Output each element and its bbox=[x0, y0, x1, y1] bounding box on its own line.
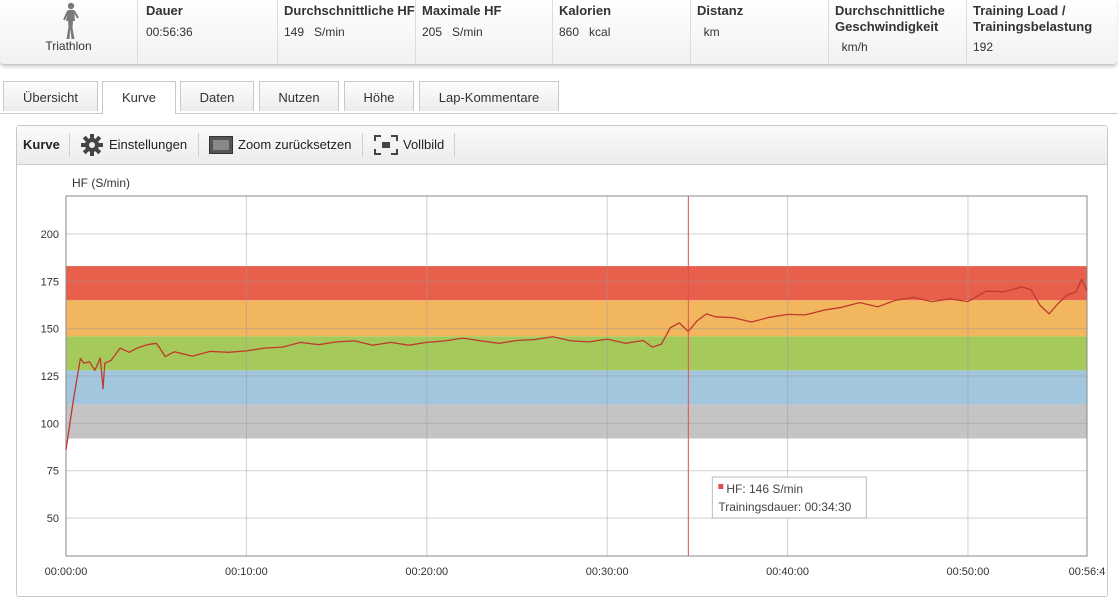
x-tick-label: 00:20:00 bbox=[405, 566, 448, 578]
tab-lap-comments[interactable]: Lap-Kommentare bbox=[419, 81, 559, 111]
fullscreen-icon[interactable] bbox=[374, 135, 398, 155]
y-tick-label: 175 bbox=[41, 276, 59, 288]
stat-avg-hr: Durchschnittliche HF 149 S/min bbox=[277, 0, 416, 64]
tab-benefit[interactable]: Nutzen bbox=[259, 81, 339, 111]
settings-button[interactable]: Einstellungen bbox=[109, 137, 188, 152]
y-tick-label: 75 bbox=[47, 466, 59, 478]
sport-label: Triathlon bbox=[45, 39, 92, 53]
stats-bar: Triathlon Dauer 00:56:36 Durchschnittlic… bbox=[0, 0, 1117, 65]
plot-frame bbox=[65, 195, 1088, 557]
tooltip-hr: HF: 146 S/min bbox=[726, 482, 803, 496]
stat-value: 192 bbox=[973, 40, 994, 54]
stat-label: Kalorien bbox=[559, 3, 612, 18]
stat-value: km/h bbox=[835, 40, 868, 54]
runner-icon bbox=[63, 2, 79, 39]
hr-zone-band bbox=[66, 370, 1087, 405]
y-tick-label: 50 bbox=[47, 513, 59, 525]
hr-zone-band bbox=[66, 266, 1087, 301]
y-tick-label: 200 bbox=[41, 229, 59, 241]
stat-distance: Distanz km bbox=[690, 0, 829, 64]
x-tick-label: 00:56:4 bbox=[1069, 566, 1106, 578]
x-tick-label: 00:30:00 bbox=[586, 566, 629, 578]
toolbar-title: Kurve bbox=[23, 137, 60, 152]
chart-toolbar: Kurve Einstellungen Zoom zurücksetzen bbox=[17, 126, 1107, 165]
stat-value: km bbox=[697, 25, 720, 39]
fullscreen-button[interactable]: Vollbild bbox=[403, 137, 445, 152]
stat-label: Durchschnittliche HF bbox=[284, 3, 415, 18]
x-tick-label: 00:10:00 bbox=[225, 566, 268, 578]
stat-training-load: Training Load / Trainingsbelastung 192 bbox=[966, 0, 1117, 64]
stat-value: 205 S/min bbox=[422, 25, 483, 39]
hr-zone-band bbox=[66, 336, 1087, 371]
stat-calories: Kalorien 860 kcal bbox=[552, 0, 691, 64]
tooltip-series-marker bbox=[718, 484, 724, 489]
heart-rate-line bbox=[65, 278, 1088, 450]
stat-avg-speed: Durchschnittliche Geschwindigkeit km/h bbox=[828, 0, 967, 64]
stat-value: 149 S/min bbox=[284, 25, 345, 39]
toolbar-divider bbox=[454, 133, 455, 157]
zoom-reset-button[interactable]: Zoom zurücksetzen bbox=[238, 137, 352, 152]
hr-zone-band bbox=[66, 300, 1087, 337]
y-tick-label: 125 bbox=[41, 371, 59, 383]
tooltip-box bbox=[711, 476, 867, 519]
stat-max-hr: Maximale HF 205 S/min bbox=[415, 0, 553, 64]
stat-label: Distanz bbox=[697, 3, 744, 18]
stat-duration: Dauer 00:56:36 bbox=[139, 0, 278, 64]
y-axis-label: HF (S/min) bbox=[72, 176, 130, 190]
tab-curve[interactable]: Kurve bbox=[102, 81, 176, 114]
x-tick-label: 00:50:00 bbox=[947, 566, 990, 578]
y-tick-label: 100 bbox=[41, 418, 59, 430]
tab-overview[interactable]: Übersicht bbox=[3, 81, 98, 111]
stat-value: 860 kcal bbox=[559, 25, 611, 39]
stat-value: 00:56:36 bbox=[146, 25, 193, 39]
y-tick-label: 150 bbox=[41, 324, 59, 336]
stat-label: Dauer bbox=[146, 3, 183, 18]
tooltip-duration: Trainingsdauer: 00:34:30 bbox=[718, 500, 851, 514]
stat-label: Durchschnittliche Geschwindigkeit bbox=[835, 3, 945, 34]
toolbar-divider bbox=[69, 133, 70, 157]
stat-label: Maximale HF bbox=[422, 3, 502, 18]
sport-cell: Triathlon bbox=[0, 0, 138, 64]
tab-altitude[interactable]: Höhe bbox=[344, 81, 414, 111]
tab-bar: Übersicht Kurve Daten Nutzen Höhe Lap-Ko… bbox=[0, 81, 1118, 114]
stat-label: Training Load / Trainingsbelastung bbox=[973, 3, 1093, 34]
zoom-reset-icon[interactable] bbox=[209, 136, 233, 154]
toolbar-divider bbox=[198, 133, 199, 157]
tab-data[interactable]: Daten bbox=[180, 81, 254, 111]
x-tick-label: 00:00:00 bbox=[45, 566, 88, 578]
x-tick-label: 00:40:00 bbox=[766, 566, 809, 578]
toolbar-divider bbox=[362, 133, 363, 157]
chart-tooltip: HF: 146 S/min Trainingsdauer: 00:34:30 bbox=[711, 476, 867, 519]
gear-icon[interactable] bbox=[80, 133, 104, 157]
hr-zone-band bbox=[66, 404, 1087, 439]
